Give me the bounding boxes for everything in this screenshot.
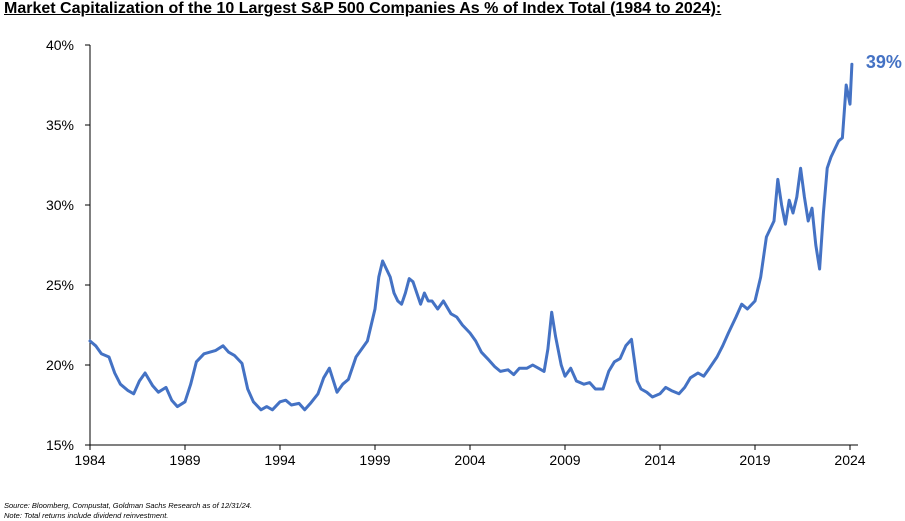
source-line: Source: Bloomberg, Compustat, Goldman Sa… [4,501,253,510]
x-tick-label: 1994 [264,452,295,468]
y-tick-label: 40% [46,37,74,53]
x-tick-label: 2009 [549,452,580,468]
x-tick-label: 2019 [739,452,770,468]
chart-axes [89,45,858,446]
line-chart: 15% 20% 25% 30% 35% 40% 1984 1989 1994 1999 2004 2… [46,37,902,468]
y-tick-label: 25% [46,277,74,293]
y-tick-label: 20% [46,357,74,373]
x-tick-label: 2014 [644,452,675,468]
x-tick-label: 2004 [454,452,485,468]
source-note: Source: Bloomberg, Compustat, Goldman Sa… [4,501,252,521]
x-tick-label: 2024 [834,452,865,468]
note-line: Note: Total returns include dividend rei… [4,511,169,520]
y-tick-label: 30% [46,197,74,213]
x-tick-label: 1989 [169,452,200,468]
chart-title: Market Capitalization of the 10 Largest … [4,0,722,17]
y-axis: 15% 20% 25% 30% 35% 40% [46,37,90,453]
plot-area: 39% [88,52,902,412]
y-tick-label: 35% [46,117,74,133]
x-tick-label: 1999 [359,452,390,468]
series-line [88,62,854,412]
y-tick-label: 15% [46,437,74,453]
x-axis: 1984 1989 1994 1999 2004 2009 2014 2019 2024 [74,445,866,468]
x-tick-label: 1984 [74,452,105,468]
end-value-label: 39% [866,52,902,72]
